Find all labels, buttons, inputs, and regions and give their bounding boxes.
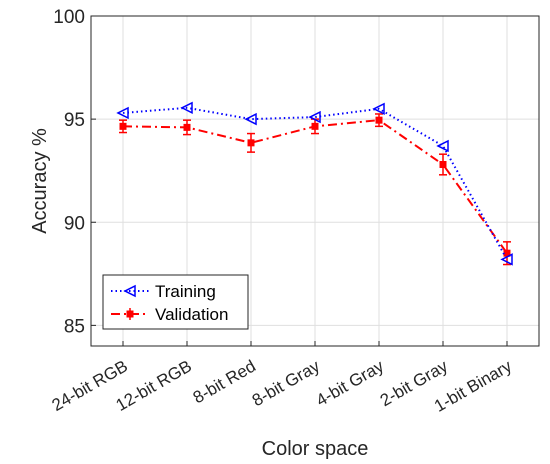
data-point xyxy=(311,122,319,130)
legend-label: Training xyxy=(155,282,216,301)
x-tick-label: 8-bit Gray xyxy=(249,356,324,410)
data-point xyxy=(375,116,383,124)
legend-item-validation: Validation xyxy=(111,305,228,324)
series-training xyxy=(116,101,513,266)
legend-marker xyxy=(123,284,136,298)
data-point xyxy=(247,139,255,147)
data-point xyxy=(308,110,321,124)
y-axis: 85 90 95 100 xyxy=(53,7,96,337)
data-point xyxy=(116,106,129,120)
data-point xyxy=(183,123,191,131)
y-tick-label: 90 xyxy=(64,213,85,234)
series-validation xyxy=(119,113,511,266)
y-tick-label: 100 xyxy=(53,7,85,28)
y-tick-label: 85 xyxy=(64,316,85,337)
data-point xyxy=(500,253,513,266)
x-axis-label: Color space xyxy=(262,438,369,460)
legend-marker xyxy=(126,310,134,318)
data-point xyxy=(180,101,193,114)
x-tick-label: 4-bit Gray xyxy=(313,356,388,410)
series-layer xyxy=(116,101,513,266)
series-line xyxy=(122,106,508,260)
legend-label: Validation xyxy=(155,305,228,324)
data-point xyxy=(372,102,385,116)
x-tick-label: 8-bit Red xyxy=(190,356,259,407)
y-tick-label: 95 xyxy=(64,110,85,131)
y-axis-label: Accuracy % xyxy=(29,128,51,234)
legend-item-training: Training xyxy=(111,282,216,301)
legend-box xyxy=(102,274,249,330)
legend: Training Validation xyxy=(102,274,249,330)
data-point xyxy=(439,161,447,168)
data-point xyxy=(119,122,127,130)
data-point xyxy=(436,139,449,153)
data-point xyxy=(244,112,257,126)
